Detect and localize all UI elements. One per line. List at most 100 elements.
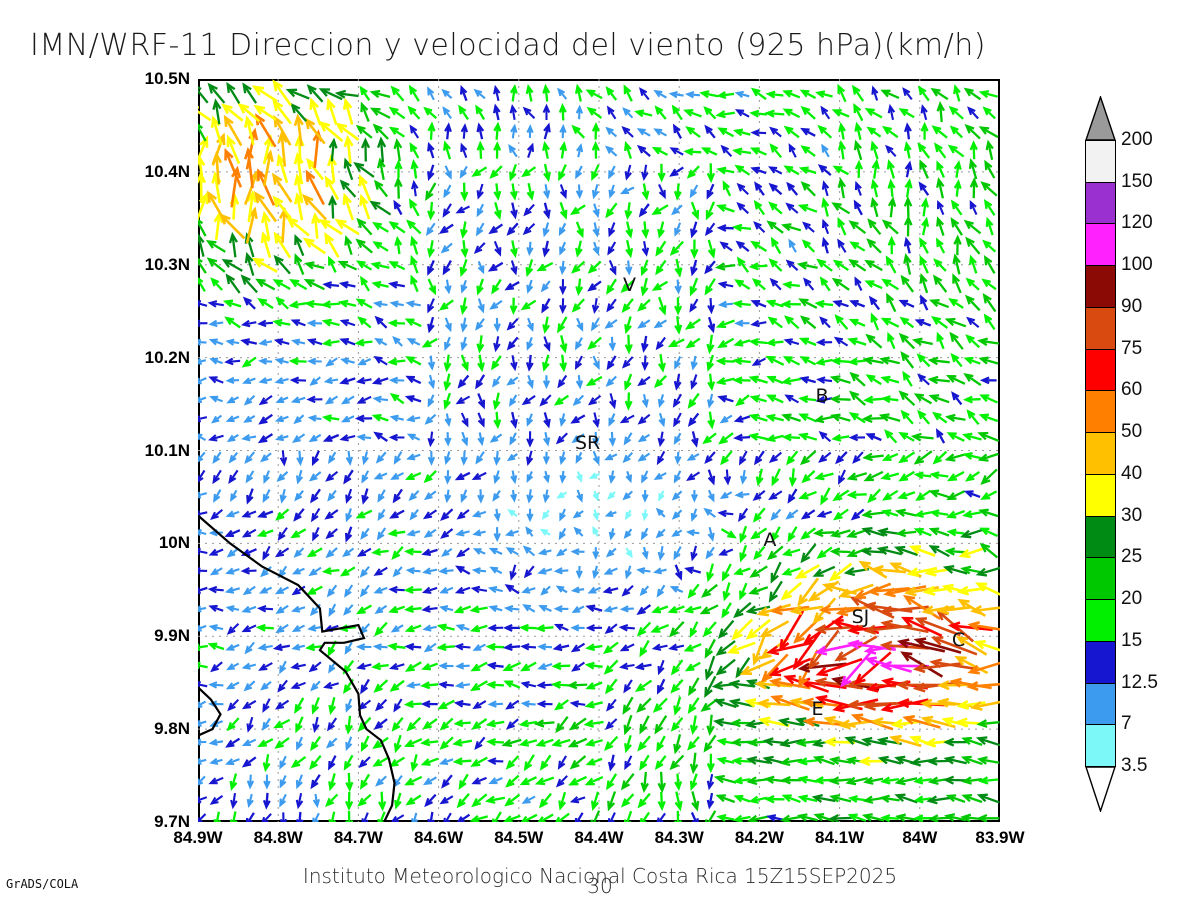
wind-vector: [879, 356, 900, 365]
wind-vector: [799, 315, 817, 330]
wind-vector: [295, 792, 304, 810]
wind-vector: [305, 169, 325, 206]
wind-vector: [978, 356, 999, 365]
wind-vector: [840, 649, 874, 688]
wind-vector: [963, 219, 982, 235]
city-label-a: A: [763, 529, 777, 552]
wind-vector: [394, 792, 402, 810]
colorbar-segment: [1085, 682, 1116, 726]
wind-vector: [732, 814, 751, 822]
colorbar-tick-label: 75: [1121, 337, 1143, 359]
wind-vector: [510, 411, 518, 429]
wind-vector: [555, 548, 568, 557]
wind-vector: [713, 698, 737, 709]
wind-vector: [853, 651, 892, 685]
wind-vector: [982, 292, 997, 313]
wind-vector: [442, 260, 452, 276]
wind-vector: [550, 680, 571, 689]
wind-vector: [540, 585, 551, 596]
wind-vector: [592, 525, 599, 537]
wind-vector: [475, 451, 485, 465]
wind-vector: [959, 528, 984, 539]
wind-vector: [895, 528, 917, 538]
wind-vector: [732, 300, 751, 309]
wind-vector: [706, 773, 715, 791]
wind-vector: [304, 299, 324, 309]
wind-vector: [576, 489, 583, 503]
wind-vector: [976, 793, 1000, 804]
wind-vector: [657, 221, 665, 239]
wind-vector: [652, 567, 667, 575]
wind-vector: [427, 121, 436, 140]
wind-vector: [982, 106, 996, 120]
wind-vector: [328, 697, 337, 715]
wind-vector: [460, 240, 469, 259]
wind-vector: [438, 567, 454, 575]
wind-vector: [307, 624, 322, 632]
wind-vector: [294, 253, 305, 276]
wind-vector: [673, 696, 682, 716]
wind-vector: [230, 792, 238, 810]
wind-vector: [894, 793, 918, 804]
wind-vector: [421, 662, 438, 671]
wind-vector: [389, 662, 405, 671]
wind-vector: [870, 140, 879, 160]
wind-vector: [953, 159, 962, 178]
wind-vector: [198, 813, 207, 822]
wind-vector: [967, 661, 1000, 675]
wind-vector: [683, 109, 702, 118]
wind-vector: [830, 529, 851, 538]
wind-vector: [739, 658, 776, 675]
wind-vector: [816, 510, 833, 518]
wind-vector: [936, 604, 973, 616]
wind-vector: [853, 103, 864, 122]
wind-vector: [607, 791, 617, 812]
wind-vector: [913, 637, 962, 654]
wind-vector: [829, 794, 852, 803]
wind-vector: [262, 754, 271, 773]
wind-vector: [800, 527, 816, 540]
wind-vector: [441, 547, 453, 557]
wind-vector: [702, 432, 717, 445]
wind-vector: [410, 235, 419, 255]
wind-vector: [800, 145, 816, 157]
wind-vector: [279, 450, 288, 467]
wind-vector: [257, 168, 276, 206]
wind-vector: [198, 233, 205, 257]
wind-vector: [947, 621, 993, 632]
wind-vector: [983, 313, 996, 331]
wind-vector: [263, 774, 271, 790]
wind-vector: [799, 376, 817, 384]
wind-vector: [821, 218, 830, 235]
colorbar-tick-label: 7: [1121, 713, 1132, 735]
wind-vector: [555, 716, 569, 734]
wind-vector: [898, 432, 915, 442]
colorbar-segment: [1085, 390, 1116, 434]
wind-vector: [212, 469, 222, 485]
wind-vector: [916, 353, 931, 368]
wind-vector: [276, 471, 289, 482]
wind-vector: [726, 641, 756, 654]
wind-vector: [766, 641, 813, 656]
wind-vector: [225, 338, 240, 346]
wind-vector: [604, 623, 618, 634]
wind-vector: [274, 415, 289, 423]
wind-vector: [765, 90, 784, 99]
wind-vector: [683, 643, 702, 652]
wind-vector: [913, 814, 932, 822]
wind-vector: [936, 199, 945, 216]
wind-vector: [485, 719, 505, 728]
wind-vector: [226, 134, 241, 165]
wind-vector: [982, 239, 997, 253]
wind-vector: [802, 716, 843, 727]
wind-vector: [493, 317, 501, 333]
wind-vector: [455, 529, 470, 537]
wind-vector: [405, 567, 421, 575]
wind-vector: [240, 338, 258, 346]
wind-vector: [585, 624, 603, 632]
wind-vector: [241, 738, 257, 747]
wind-vector: [275, 434, 289, 442]
wind-vector: [591, 298, 600, 315]
wind-vector: [225, 737, 241, 748]
wind-vector: [900, 409, 914, 425]
